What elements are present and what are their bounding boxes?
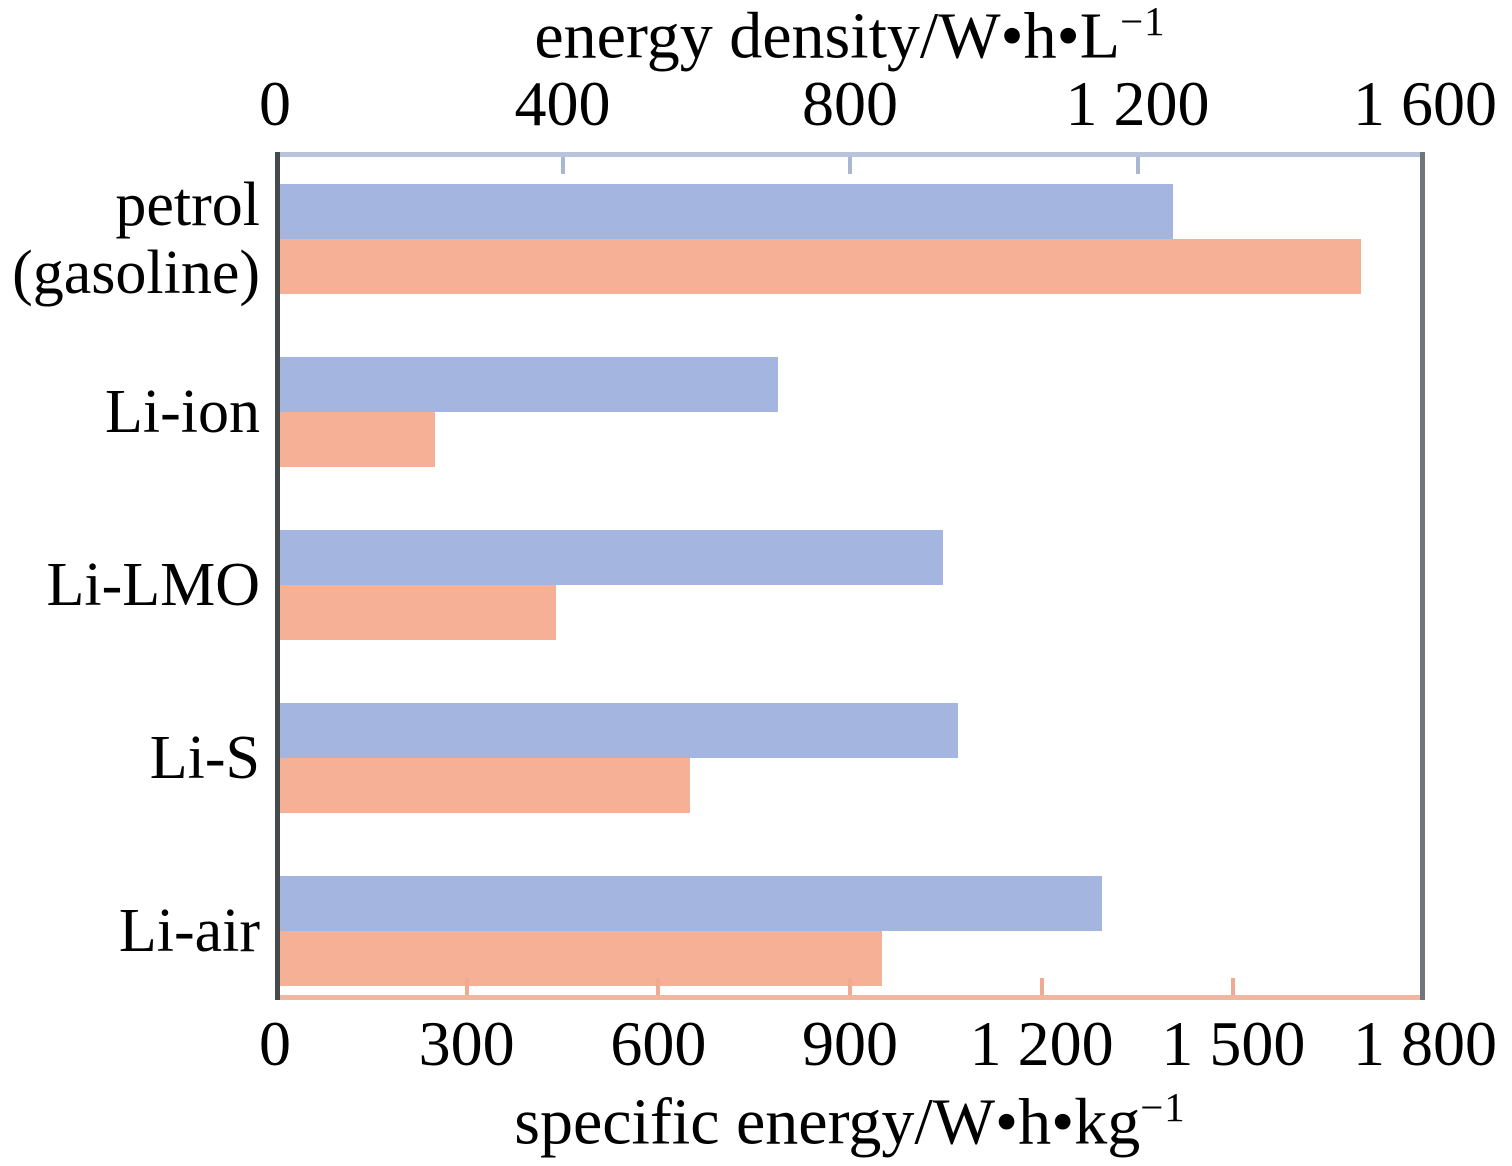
top-axis-line bbox=[275, 152, 1425, 157]
category-label-li-air: Li-air bbox=[118, 896, 260, 965]
bar-energy-density-petrol-gasoline bbox=[275, 184, 1174, 239]
category-label-li-ion: Li-ion bbox=[105, 377, 260, 446]
top-axis-tick-label: 0 bbox=[259, 68, 291, 139]
bar-specific-energy-li-lmo bbox=[275, 585, 557, 640]
bottom-axis-title-superscript: −1 bbox=[1140, 1085, 1186, 1130]
bar-specific-energy-li-ion bbox=[275, 412, 435, 467]
top-axis-tick-label: 1 600 bbox=[1353, 68, 1497, 139]
bottom-axis-tick-label: 900 bbox=[802, 1008, 898, 1079]
bottom-axis-tick-label: 1 800 bbox=[1353, 1008, 1497, 1079]
category-label-petrol-gasoline: petrol (gasoline) bbox=[12, 170, 260, 307]
top-axis-tick-label: 400 bbox=[514, 68, 611, 139]
bottom-axis-tick-label: 0 bbox=[259, 1008, 291, 1079]
bottom-axis-tick-label: 1 500 bbox=[1161, 1008, 1306, 1079]
bottom-axis-tick bbox=[464, 978, 469, 1000]
top-axis-tick bbox=[560, 152, 565, 174]
bar-energy-density-li-s bbox=[275, 703, 958, 758]
bar-specific-energy-li-air bbox=[275, 931, 882, 986]
category-label-li-s: Li-S bbox=[149, 723, 260, 792]
bottom-axis-title-text: specific energy/W•h•kg bbox=[514, 1085, 1141, 1159]
bar-energy-density-li-ion bbox=[275, 357, 779, 412]
bar-specific-energy-petrol-gasoline bbox=[275, 239, 1362, 294]
top-axis-title-superscript: −1 bbox=[1120, 0, 1166, 44]
bottom-axis-tick-label: 300 bbox=[418, 1008, 515, 1079]
plot-area bbox=[275, 152, 1425, 1000]
bottom-axis-title: specific energy/W•h•kg−1 bbox=[514, 1085, 1186, 1159]
bottom-axis-tick bbox=[1231, 978, 1236, 1000]
right-axis-line bbox=[1420, 152, 1425, 1000]
bottom-axis-line bbox=[275, 995, 1425, 1000]
bottom-axis-tick bbox=[656, 978, 661, 1000]
top-axis-tick bbox=[848, 152, 852, 174]
top-axis-tick bbox=[1135, 152, 1140, 174]
left-axis-line bbox=[275, 152, 280, 1000]
top-axis-title: energy density/W•h•L−1 bbox=[534, 0, 1166, 73]
bottom-axis-tick-label: 1 200 bbox=[969, 1008, 1114, 1079]
bottom-axis-tick bbox=[848, 978, 852, 1000]
bar-energy-density-li-air bbox=[275, 876, 1102, 931]
top-axis-title-text: energy density/W•h•L bbox=[534, 0, 1121, 73]
bottom-axis-tick-label: 600 bbox=[610, 1008, 707, 1079]
bar-specific-energy-li-s bbox=[275, 758, 691, 813]
bar-energy-density-li-lmo bbox=[275, 530, 944, 585]
category-label-li-lmo: Li-LMO bbox=[46, 550, 260, 619]
top-axis-tick-label: 800 bbox=[802, 68, 898, 139]
bottom-axis-tick bbox=[1039, 978, 1044, 1000]
top-axis-tick-label: 1 200 bbox=[1065, 68, 1210, 139]
